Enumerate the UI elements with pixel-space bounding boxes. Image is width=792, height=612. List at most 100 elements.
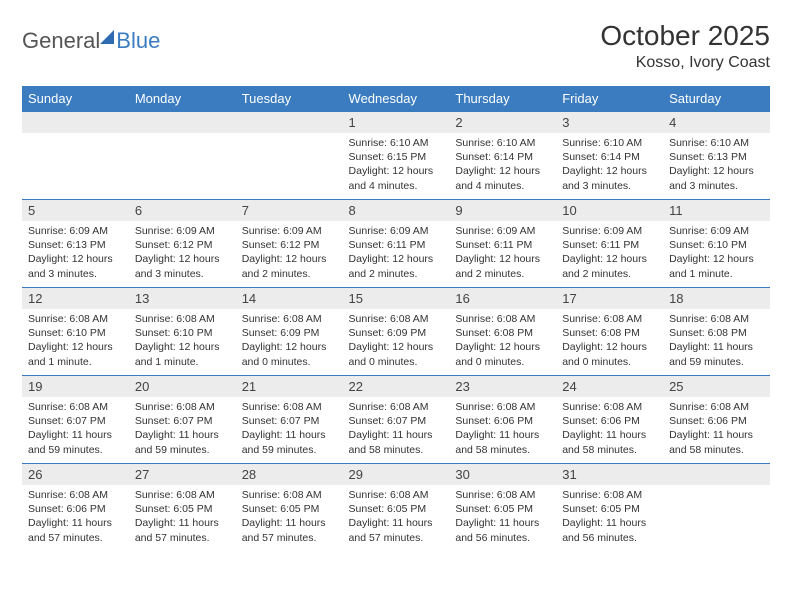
day-cell: 25Sunrise: 6:08 AMSunset: 6:06 PMDayligh… [663,376,770,464]
day-body: Sunrise: 6:09 AMSunset: 6:12 PMDaylight:… [236,221,343,285]
sunrise-text: Sunrise: 6:08 AM [242,312,337,326]
day-cell: 14Sunrise: 6:08 AMSunset: 6:09 PMDayligh… [236,288,343,376]
daynum-bar-empty [663,464,770,485]
week-row: 5Sunrise: 6:09 AMSunset: 6:13 PMDaylight… [22,200,770,288]
day-cell: 19Sunrise: 6:08 AMSunset: 6:07 PMDayligh… [22,376,129,464]
sunset-text: Sunset: 6:09 PM [349,326,444,340]
sunset-text: Sunset: 6:09 PM [242,326,337,340]
sunset-text: Sunset: 6:12 PM [135,238,230,252]
brand-triangle-icon [100,30,114,44]
day-body: Sunrise: 6:08 AMSunset: 6:05 PMDaylight:… [343,485,450,549]
sunset-text: Sunset: 6:05 PM [562,502,657,516]
sunset-text: Sunset: 6:11 PM [349,238,444,252]
daylight-text: Daylight: 11 hours and 59 minutes. [135,428,230,456]
day-cell: 28Sunrise: 6:08 AMSunset: 6:05 PMDayligh… [236,464,343,552]
day-body: Sunrise: 6:08 AMSunset: 6:06 PMDaylight:… [22,485,129,549]
sunset-text: Sunset: 6:11 PM [455,238,550,252]
day-cell: 17Sunrise: 6:08 AMSunset: 6:08 PMDayligh… [556,288,663,376]
daynum-bar: 10 [556,200,663,221]
daylight-text: Daylight: 12 hours and 1 minute. [28,340,123,368]
sunset-text: Sunset: 6:06 PM [562,414,657,428]
daynum-bar: 16 [449,288,556,309]
sunrise-text: Sunrise: 6:08 AM [669,312,764,326]
day-body: Sunrise: 6:08 AMSunset: 6:05 PMDaylight:… [556,485,663,549]
day-body: Sunrise: 6:08 AMSunset: 6:07 PMDaylight:… [236,397,343,461]
daylight-text: Daylight: 12 hours and 1 minute. [669,252,764,280]
day-cell: 27Sunrise: 6:08 AMSunset: 6:05 PMDayligh… [129,464,236,552]
sunrise-text: Sunrise: 6:10 AM [562,136,657,150]
day-body: Sunrise: 6:10 AMSunset: 6:15 PMDaylight:… [343,133,450,197]
day-body: Sunrise: 6:08 AMSunset: 6:08 PMDaylight:… [449,309,556,373]
day-cell: 9Sunrise: 6:09 AMSunset: 6:11 PMDaylight… [449,200,556,288]
day-body: Sunrise: 6:09 AMSunset: 6:13 PMDaylight:… [22,221,129,285]
sunrise-text: Sunrise: 6:08 AM [135,312,230,326]
week-row: 19Sunrise: 6:08 AMSunset: 6:07 PMDayligh… [22,376,770,464]
sunset-text: Sunset: 6:10 PM [669,238,764,252]
daylight-text: Daylight: 12 hours and 0 minutes. [242,340,337,368]
month-year-title: October 2025 [600,20,770,52]
sunrise-text: Sunrise: 6:08 AM [28,312,123,326]
day-cell: 6Sunrise: 6:09 AMSunset: 6:12 PMDaylight… [129,200,236,288]
daylight-text: Daylight: 11 hours and 57 minutes. [242,516,337,544]
day-cell: 23Sunrise: 6:08 AMSunset: 6:06 PMDayligh… [449,376,556,464]
sunset-text: Sunset: 6:10 PM [28,326,123,340]
day-body: Sunrise: 6:08 AMSunset: 6:10 PMDaylight:… [129,309,236,373]
daynum-bar: 15 [343,288,450,309]
sunrise-text: Sunrise: 6:08 AM [135,400,230,414]
daynum-bar: 13 [129,288,236,309]
day-header-thursday: Thursday [449,86,556,112]
sunset-text: Sunset: 6:08 PM [562,326,657,340]
day-cell [129,112,236,200]
sunrise-text: Sunrise: 6:09 AM [135,224,230,238]
title-block: October 2025 Kosso, Ivory Coast [600,20,770,72]
sunrise-text: Sunrise: 6:08 AM [349,488,444,502]
daylight-text: Daylight: 12 hours and 0 minutes. [562,340,657,368]
daylight-text: Daylight: 12 hours and 0 minutes. [349,340,444,368]
calendar-table: Sunday Monday Tuesday Wednesday Thursday… [22,86,770,552]
sunset-text: Sunset: 6:06 PM [455,414,550,428]
sunrise-text: Sunrise: 6:10 AM [349,136,444,150]
sunrise-text: Sunrise: 6:09 AM [349,224,444,238]
day-body: Sunrise: 6:08 AMSunset: 6:06 PMDaylight:… [449,397,556,461]
sunset-text: Sunset: 6:05 PM [349,502,444,516]
day-cell [663,464,770,552]
sunset-text: Sunset: 6:06 PM [28,502,123,516]
sunrise-text: Sunrise: 6:08 AM [242,400,337,414]
day-body: Sunrise: 6:09 AMSunset: 6:12 PMDaylight:… [129,221,236,285]
sunrise-text: Sunrise: 6:10 AM [455,136,550,150]
day-cell: 1Sunrise: 6:10 AMSunset: 6:15 PMDaylight… [343,112,450,200]
daynum-bar: 23 [449,376,556,397]
daynum-bar: 11 [663,200,770,221]
week-row: 1Sunrise: 6:10 AMSunset: 6:15 PMDaylight… [22,112,770,200]
day-header-row: Sunday Monday Tuesday Wednesday Thursday… [22,86,770,112]
day-cell: 31Sunrise: 6:08 AMSunset: 6:05 PMDayligh… [556,464,663,552]
sunset-text: Sunset: 6:07 PM [349,414,444,428]
daylight-text: Daylight: 11 hours and 59 minutes. [242,428,337,456]
daynum-bar: 12 [22,288,129,309]
daylight-text: Daylight: 12 hours and 4 minutes. [349,164,444,192]
day-cell: 22Sunrise: 6:08 AMSunset: 6:07 PMDayligh… [343,376,450,464]
sunset-text: Sunset: 6:14 PM [562,150,657,164]
day-body: Sunrise: 6:08 AMSunset: 6:07 PMDaylight:… [343,397,450,461]
daylight-text: Daylight: 12 hours and 3 minutes. [562,164,657,192]
sunrise-text: Sunrise: 6:08 AM [562,488,657,502]
daylight-text: Daylight: 11 hours and 58 minutes. [455,428,550,456]
day-cell: 3Sunrise: 6:10 AMSunset: 6:14 PMDaylight… [556,112,663,200]
daylight-text: Daylight: 11 hours and 56 minutes. [562,516,657,544]
sunrise-text: Sunrise: 6:08 AM [349,312,444,326]
day-body: Sunrise: 6:08 AMSunset: 6:06 PMDaylight:… [663,397,770,461]
daynum-bar: 7 [236,200,343,221]
daynum-bar: 28 [236,464,343,485]
day-cell: 18Sunrise: 6:08 AMSunset: 6:08 PMDayligh… [663,288,770,376]
sunset-text: Sunset: 6:05 PM [135,502,230,516]
day-cell: 12 Sunrise: 6:08 AMSunset: 6:10 PMDayligh… [22,288,129,376]
daylight-text: Daylight: 11 hours and 58 minutes. [349,428,444,456]
daynum-bar: 6 [129,200,236,221]
sunrise-text: Sunrise: 6:08 AM [455,312,550,326]
sunrise-text: Sunrise: 6:08 AM [28,488,123,502]
sunset-text: Sunset: 6:08 PM [669,326,764,340]
day-cell: 13Sunrise: 6:08 AMSunset: 6:10 PMDayligh… [129,288,236,376]
day-body: Sunrise: 6:08 AMSunset: 6:09 PMDaylight:… [236,309,343,373]
day-body: Sunrise: 6:09 AMSunset: 6:10 PMDaylight:… [663,221,770,285]
sunset-text: Sunset: 6:08 PM [455,326,550,340]
